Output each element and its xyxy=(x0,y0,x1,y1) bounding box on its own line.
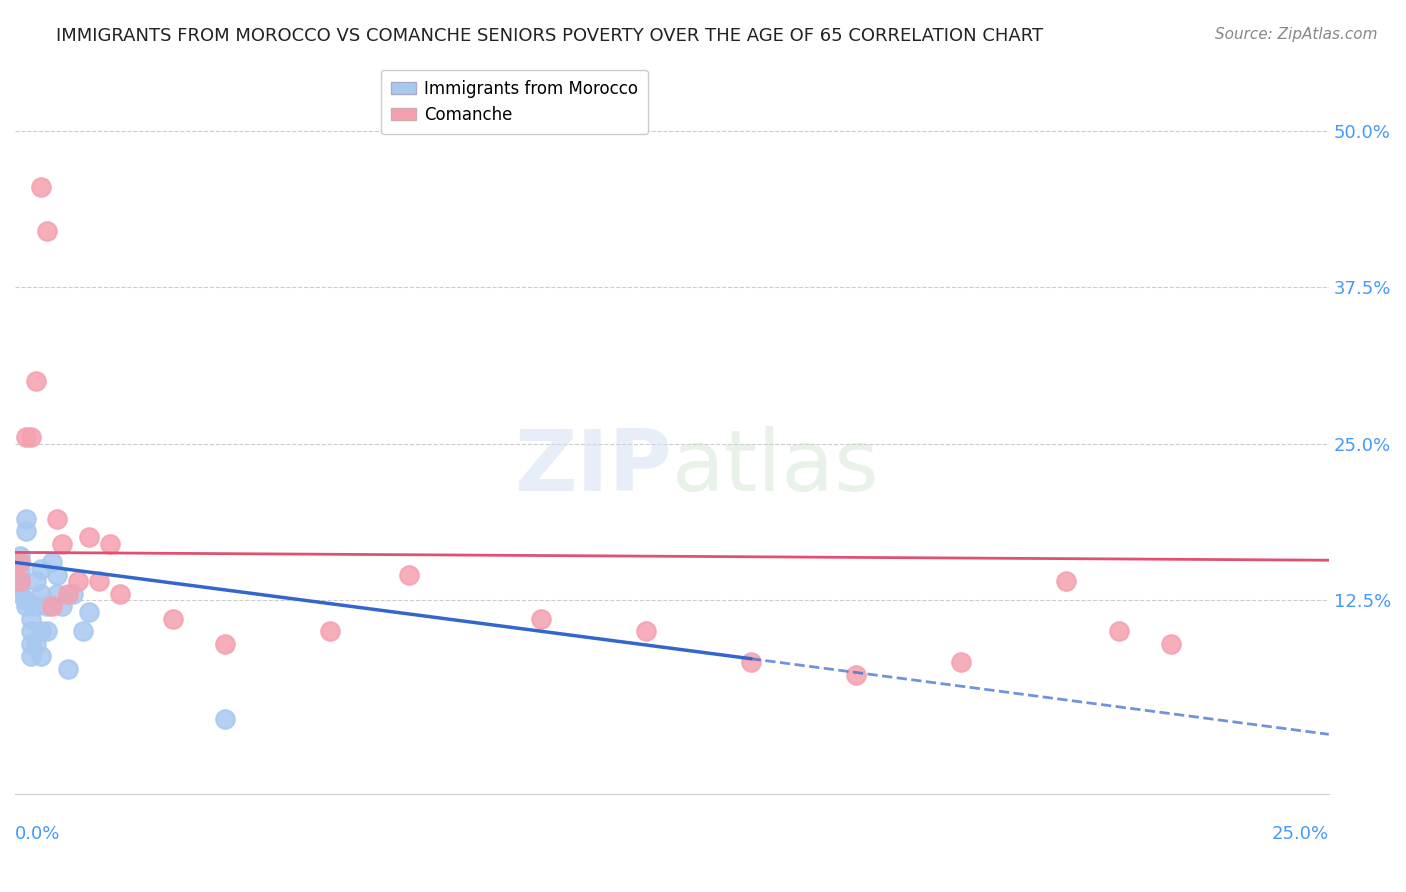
Point xyxy=(62,587,84,601)
Text: -0.221: -0.221 xyxy=(499,82,558,100)
Point xyxy=(51,599,73,614)
Text: R =: R = xyxy=(441,82,484,100)
Point xyxy=(162,612,184,626)
Point xyxy=(72,624,94,639)
Point xyxy=(30,562,52,576)
Point xyxy=(1108,624,1130,639)
Point xyxy=(14,524,37,538)
Text: 33: 33 xyxy=(623,82,647,100)
Point xyxy=(1054,574,1077,589)
Point xyxy=(25,574,48,589)
Point xyxy=(14,593,37,607)
Point xyxy=(20,612,42,626)
Point xyxy=(46,568,69,582)
Point xyxy=(30,587,52,601)
Point xyxy=(87,574,110,589)
Point xyxy=(41,599,63,614)
Point xyxy=(8,574,31,589)
Text: 0.0%: 0.0% xyxy=(15,825,60,843)
Point xyxy=(398,568,420,582)
Point xyxy=(35,624,58,639)
Text: atlas: atlas xyxy=(672,425,880,508)
Point xyxy=(30,624,52,639)
Point xyxy=(634,624,657,639)
Point xyxy=(30,180,52,194)
Point xyxy=(8,562,31,576)
Point xyxy=(25,599,48,614)
Point xyxy=(14,430,37,444)
Point xyxy=(20,637,42,651)
Point xyxy=(8,581,31,595)
Point xyxy=(108,587,131,601)
Point xyxy=(20,430,42,444)
Point xyxy=(319,624,342,639)
Text: N =: N = xyxy=(582,82,630,100)
Point xyxy=(20,624,42,639)
Point xyxy=(214,637,236,651)
Point xyxy=(8,587,31,601)
Point xyxy=(25,637,48,651)
Text: ZIP: ZIP xyxy=(515,425,672,508)
Point xyxy=(1160,637,1182,651)
Point xyxy=(20,649,42,664)
Point xyxy=(214,712,236,726)
Text: N =: N = xyxy=(582,110,630,128)
Point xyxy=(845,668,868,682)
Point xyxy=(30,649,52,664)
Point xyxy=(98,536,121,550)
Point xyxy=(8,549,31,563)
Point xyxy=(67,574,90,589)
Point xyxy=(8,555,31,569)
Point xyxy=(35,599,58,614)
Legend: Immigrants from Morocco, Comanche: Immigrants from Morocco, Comanche xyxy=(381,70,648,134)
Point xyxy=(529,612,551,626)
Point xyxy=(56,662,79,676)
Point xyxy=(14,511,37,525)
Point xyxy=(949,656,972,670)
Text: R =: R = xyxy=(441,110,484,128)
Point xyxy=(56,587,79,601)
Text: Source: ZipAtlas.com: Source: ZipAtlas.com xyxy=(1215,27,1378,42)
Point xyxy=(25,374,48,388)
Point xyxy=(46,587,69,601)
Point xyxy=(8,574,31,589)
Text: -0.025: -0.025 xyxy=(499,110,558,128)
Point xyxy=(8,568,31,582)
Point xyxy=(46,511,69,525)
Point xyxy=(14,599,37,614)
Point xyxy=(35,224,58,238)
Text: 28: 28 xyxy=(623,110,647,128)
Text: IMMIGRANTS FROM MOROCCO VS COMANCHE SENIORS POVERTY OVER THE AGE OF 65 CORRELATI: IMMIGRANTS FROM MOROCCO VS COMANCHE SENI… xyxy=(56,27,1043,45)
Point xyxy=(51,536,73,550)
Point xyxy=(77,606,100,620)
Point xyxy=(8,555,31,569)
Point xyxy=(77,530,100,544)
Point xyxy=(740,656,762,670)
Text: 25.0%: 25.0% xyxy=(1271,825,1329,843)
Point xyxy=(41,555,63,569)
